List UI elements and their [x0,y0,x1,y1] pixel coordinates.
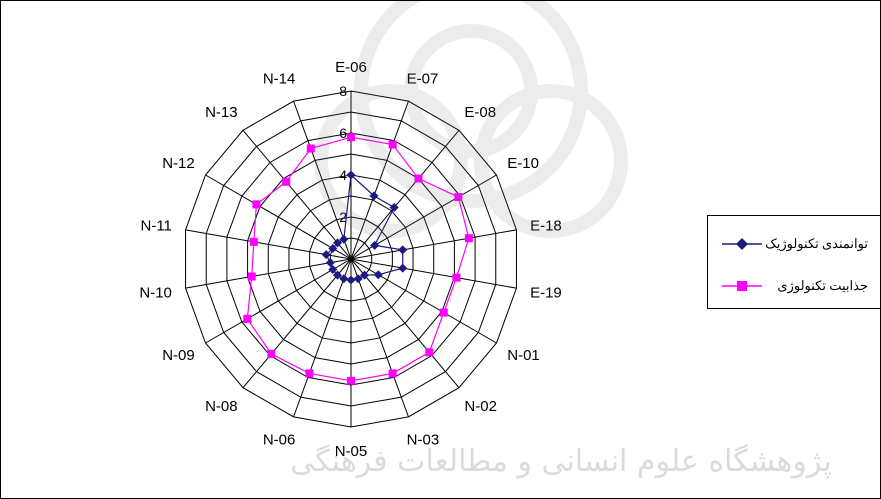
data-point [373,270,383,280]
data-point [321,250,331,260]
spoke-line [350,100,409,260]
spoke-line [205,258,352,344]
category-label: E-10 [507,155,539,172]
category-labels: E-06 E-07 E-08 E-10 E-18 E-19 N-01 N-02 N-03 N-05… [139,59,561,460]
data-point [282,177,291,186]
legend: توانمندی تکنولوژیک جذابیت تکنولوژی [707,215,881,309]
radial-tick-label: 6 [339,125,347,141]
data-point [339,274,349,284]
data-point [328,244,338,253]
data-point [346,170,356,180]
category-label: N-06 [263,431,296,448]
series-layer [243,133,473,385]
category-label: N-08 [205,398,238,415]
data-point [333,238,343,248]
data-point [247,272,256,281]
data-point [353,274,363,284]
data-point [347,376,355,385]
legend-label: جذابیت تکنولوژی [777,278,868,293]
diamond-marker-icon [722,238,762,250]
series-line [246,136,470,382]
category-label: N-03 [407,431,440,448]
category-label: E-06 [335,59,367,76]
spoke-line [350,258,460,389]
category-label: N-02 [464,398,497,415]
series-2 [243,133,473,385]
radial-tick-labels: 2 4 6 8 [339,83,347,225]
data-point [425,348,434,357]
data-point [325,258,335,268]
square-marker-icon [722,281,762,291]
category-label: N-11 [141,218,172,235]
spoke-line [242,258,352,389]
category-label: N-09 [162,347,195,364]
data-point [359,270,369,280]
data-point [398,245,408,255]
data-point [339,234,349,244]
category-label: N-05 [335,443,368,460]
category-label: N-01 [507,347,540,364]
legend-item-capability: توانمندی تکنولوژیک [708,232,880,258]
radial-tick-label: 2 [339,209,347,225]
spoke-line [350,129,460,260]
data-point [464,234,473,243]
data-point [252,200,261,209]
data-point [398,263,408,273]
category-label: N-14 [263,71,296,88]
data-point [306,144,315,153]
category-label: E-19 [530,284,562,301]
spoke-line [350,258,409,418]
series-line [325,173,404,281]
data-point [439,308,448,317]
data-point [267,349,276,358]
category-label: E-18 [530,218,562,235]
data-point [346,275,356,285]
data-point [454,193,463,202]
spoke-line [350,258,497,344]
data-point [388,140,397,149]
data-point [389,203,399,213]
data-point [243,314,252,323]
data-point [370,240,380,250]
spoke-line [350,229,517,260]
spoke-line [242,129,352,260]
category-label: E-07 [407,71,439,88]
data-point [305,369,314,378]
category-label: N-13 [205,104,238,121]
spoke-line [185,258,352,289]
data-point [249,237,258,246]
series-1 [321,170,408,285]
data-point [414,174,423,183]
radial-tick-label: 8 [339,83,347,99]
radar-grid [185,90,517,428]
spoke-line [350,258,517,289]
category-label: N-10 [139,284,172,301]
category-label: N-12 [162,155,195,172]
spoke-line [293,100,352,260]
category-label: E-08 [464,104,496,121]
data-point [388,369,397,378]
data-point [328,265,338,274]
data-point [347,133,355,142]
data-point [369,191,379,201]
spoke-line [293,258,352,418]
data-point [333,270,343,280]
legend-item-attractiveness: جذابیت تکنولوژی [708,274,880,300]
data-point [452,273,461,282]
radial-tick-label: 4 [339,167,347,183]
spoke-line [205,174,352,260]
legend-label: توانمندی تکنولوژیک [765,236,868,251]
